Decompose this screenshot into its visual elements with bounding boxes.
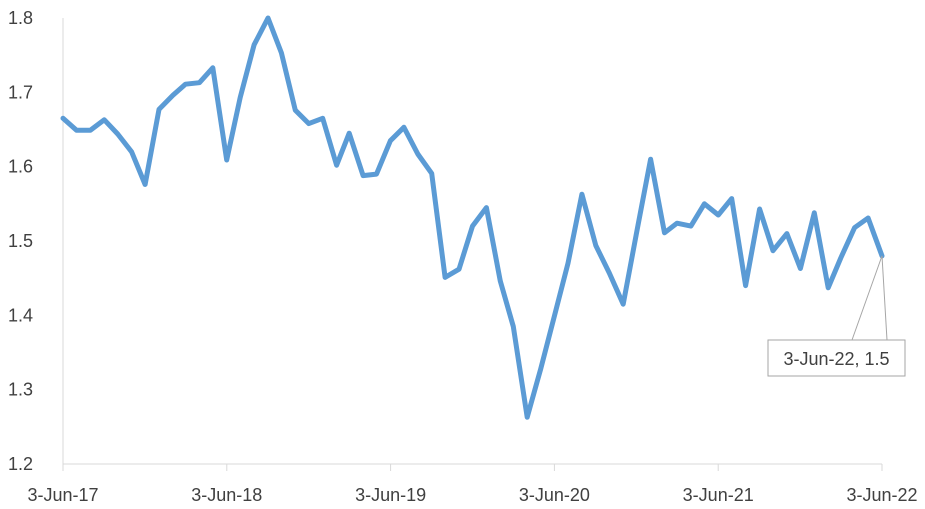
y-tick-label: 1.6	[8, 157, 33, 177]
x-tick-label: 3-Jun-22	[846, 485, 917, 505]
y-tick-label: 1.2	[8, 454, 33, 474]
x-tick-label: 3-Jun-20	[519, 485, 590, 505]
y-tick-label: 1.3	[8, 380, 33, 400]
y-tick-label: 1.4	[8, 305, 33, 325]
x-axis: 3-Jun-17 3-Jun-18 3-Jun-19 3-Jun-20 3-Jun-21…	[27, 463, 918, 505]
series-line	[60, 15, 885, 420]
callout-leader-line	[851, 255, 905, 341]
y-tick-label: 1.8	[8, 8, 33, 28]
callout-box	[767, 339, 906, 377]
x-tick-label: 3-Jun-18	[191, 485, 262, 505]
x-tick-label: 3-Jun-17	[27, 485, 98, 505]
y-tick-label: 1.7	[8, 82, 33, 102]
y-tick-label: 1.5	[8, 231, 33, 251]
x-tick-label: 3-Jun-21	[683, 485, 754, 505]
callout-label: 3-Jun-22, 1.5	[783, 349, 889, 369]
y-axis: 1.2 1.3 1.4 1.5 1.6 1.7 1.8	[8, 8, 64, 474]
data-callout: 3-Jun-22, 1.5	[767, 255, 906, 377]
x-tick-label: 3-Jun-19	[355, 485, 426, 505]
